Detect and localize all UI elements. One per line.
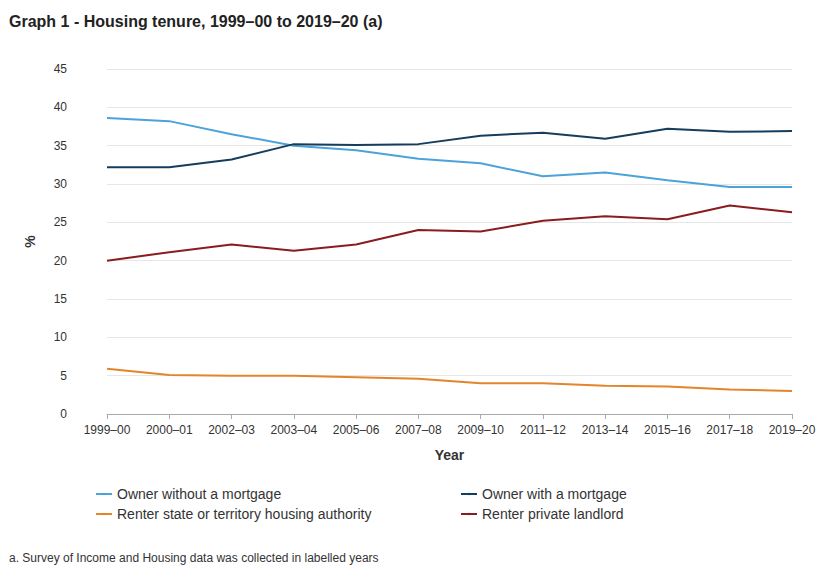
svg-text:2009–10: 2009–10 [457, 423, 504, 437]
svg-text:2005–06: 2005–06 [333, 423, 380, 437]
svg-text:Owner with a mortgage: Owner with a mortgage [482, 486, 627, 502]
svg-text:1999–00: 1999–00 [84, 423, 131, 437]
svg-text:0: 0 [60, 407, 67, 421]
svg-text:Owner without a mortgage: Owner without a mortgage [117, 486, 281, 502]
svg-text:30: 30 [54, 177, 68, 191]
svg-text:Year: Year [435, 447, 465, 463]
svg-text:2013–14: 2013–14 [582, 423, 629, 437]
svg-text:2011–12: 2011–12 [520, 423, 566, 437]
svg-text:2017–18: 2017–18 [706, 423, 753, 437]
svg-text:a. Survey of Income and Housin: a. Survey of Income and Housing data was… [9, 551, 379, 565]
svg-text:15: 15 [54, 292, 68, 306]
svg-text:Renter state or territory hous: Renter state or territory housing author… [117, 506, 371, 522]
svg-text:2000–01: 2000–01 [146, 423, 193, 437]
svg-text:20: 20 [54, 254, 68, 268]
svg-text:25: 25 [54, 215, 68, 229]
svg-text:10: 10 [54, 330, 68, 344]
svg-text:2007–08: 2007–08 [395, 423, 442, 437]
svg-text:2003–04: 2003–04 [270, 423, 317, 437]
svg-text:2019–20: 2019–20 [769, 423, 816, 437]
svg-text:45: 45 [54, 62, 68, 76]
svg-text:Renter private landlord: Renter private landlord [482, 506, 624, 522]
svg-text:2002–03: 2002–03 [208, 423, 255, 437]
svg-text:40: 40 [54, 100, 68, 114]
svg-text:2015–16: 2015–16 [644, 423, 691, 437]
svg-text:Graph 1 - Housing tenure, 1999: Graph 1 - Housing tenure, 1999–00 to 201… [9, 13, 382, 30]
svg-text:35: 35 [54, 139, 68, 153]
svg-text:%: % [22, 235, 38, 248]
svg-text:5: 5 [60, 369, 67, 383]
